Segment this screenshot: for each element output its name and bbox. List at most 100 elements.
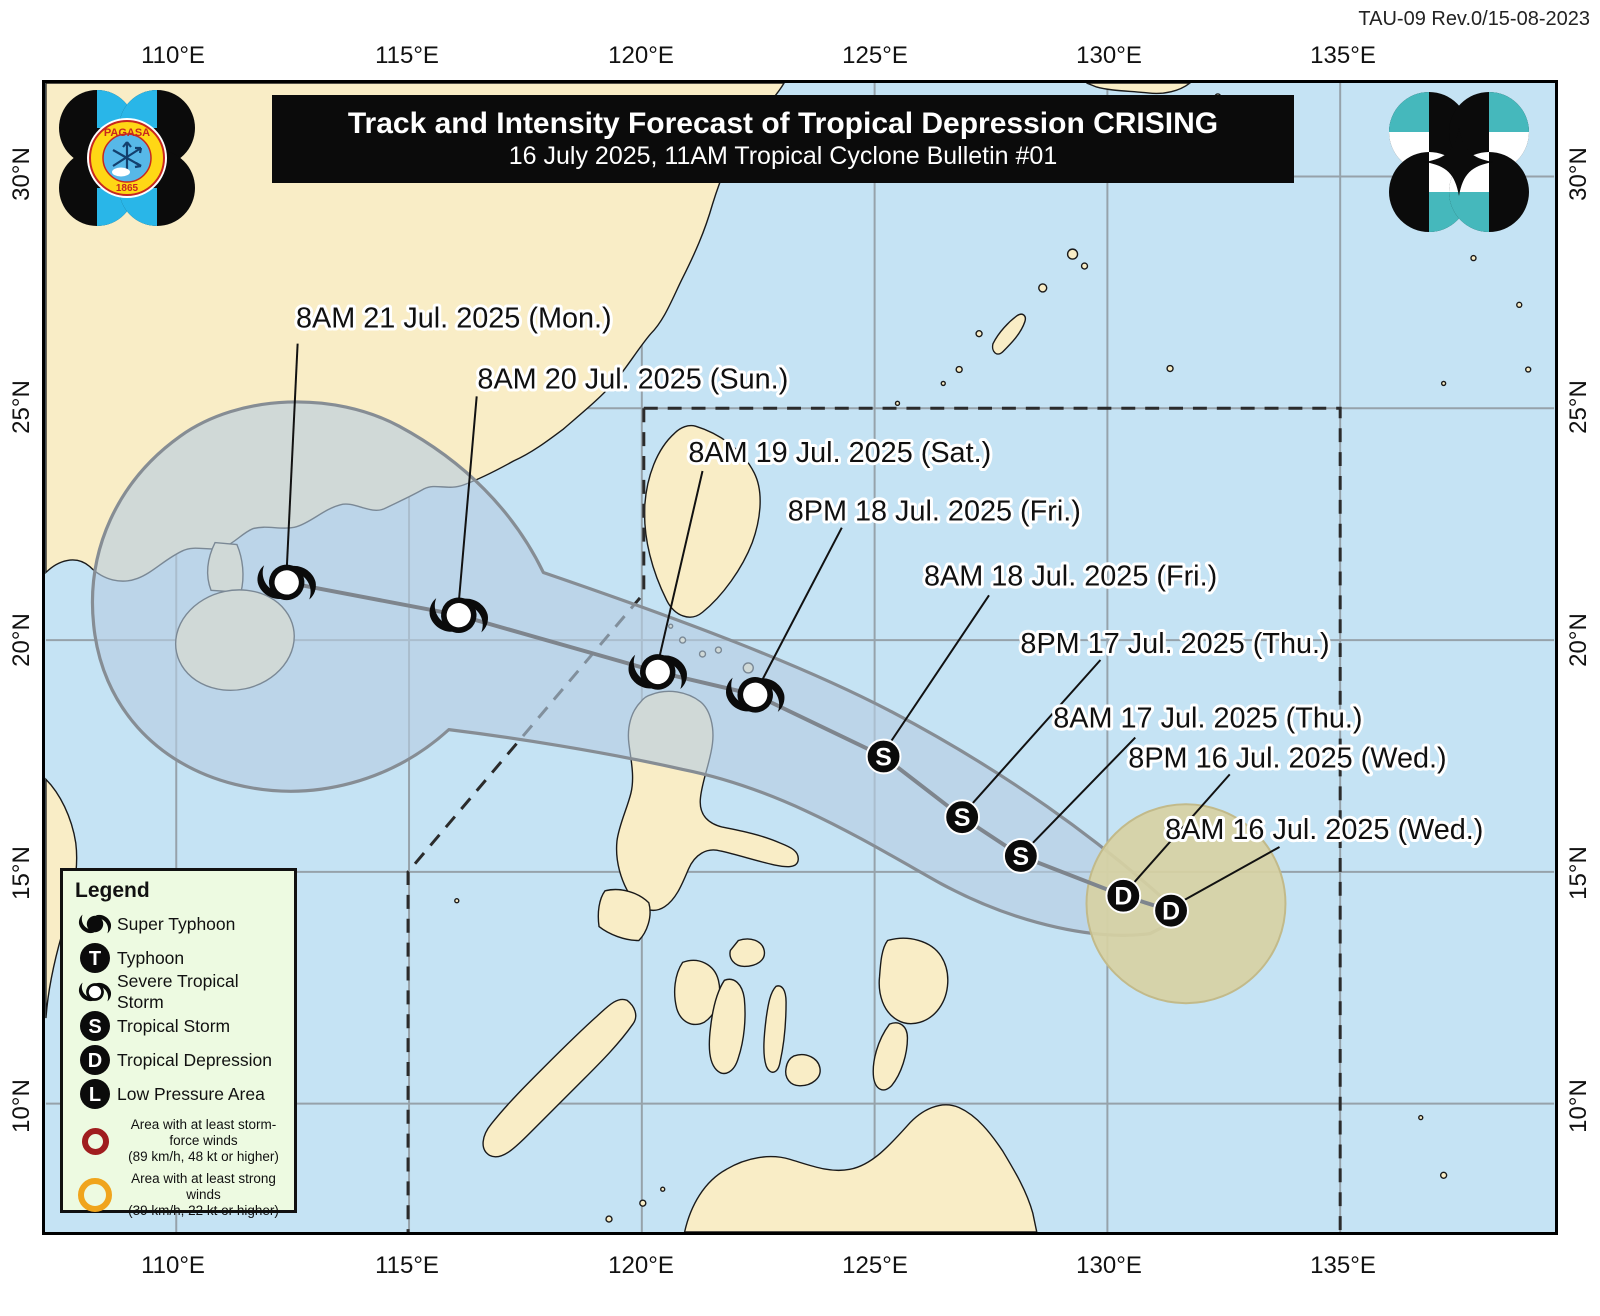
svg-text:D: D (1114, 883, 1132, 911)
date-label: 8AM 21 Jul. 2025 (Mon.) (296, 303, 612, 335)
revision-code: TAU-09 Rev.0/15-08-2023 (1358, 8, 1590, 30)
map-frame: 8AM 16 Jul. 2025 (Wed.) 8PM 16 Jul. 2025… (42, 80, 1558, 1235)
svg-text:S: S (1013, 843, 1030, 871)
masbate-island (729, 938, 766, 968)
wind-text-line2: (39 km/h, 22 kt or higher) (128, 1203, 279, 1218)
legend-row-super-typhoon: Super Typhoon (73, 907, 290, 941)
forecast-cone (90, 400, 1185, 937)
lon-label-bottom: 130°E (1076, 1252, 1142, 1279)
lon-label-top: 130°E (1076, 42, 1142, 69)
date-label: 8AM 19 Jul. 2025 (Sat.) (688, 437, 991, 469)
legend-row-storm-force-winds: Area with at least storm-force winds (89… (73, 1117, 290, 1165)
wind-text-line1: Area with at least storm-force winds (130, 1117, 277, 1148)
super-typhoon-icon (73, 906, 117, 942)
legend-row-severe-tropical-storm: Severe Tropical Storm (73, 971, 290, 1012)
lat-label-left: 10°N (8, 1079, 35, 1133)
okinawa-island (991, 313, 1026, 355)
legend-label: Tropical Depression (117, 1049, 272, 1070)
title-bar: Track and Intensity Forecast of Tropical… (272, 95, 1294, 183)
strong-winds-ring-icon (73, 1178, 117, 1212)
dost-logo (1389, 92, 1529, 232)
panay-island (673, 959, 721, 1026)
lon-label-top: 135°E (1310, 42, 1376, 69)
pagasa-arrows (112, 141, 143, 174)
date-label: 8PM 18 Jul. 2025 (Fri.) (788, 496, 1081, 528)
lon-label-bottom: 135°E (1310, 1252, 1376, 1279)
negros-island (708, 978, 746, 1074)
leyte-island (872, 1022, 909, 1091)
legend-label: Low Pressure Area (117, 1083, 265, 1104)
lat-label-right: 20°N (1565, 613, 1592, 667)
forecast-map: 8AM 16 Jul. 2025 (Wed.) 8PM 16 Jul. 2025… (45, 82, 1555, 1233)
legend-row-tropical-storm: S Tropical Storm (73, 1009, 290, 1043)
lat-label-right: 30°N (1565, 147, 1592, 201)
lat-label-right: 25°N (1565, 380, 1592, 434)
date-label: 8PM 17 Jul. 2025 (Thu.) (1020, 628, 1329, 660)
lat-label-right: 10°N (1565, 1079, 1592, 1133)
svg-text:D: D (88, 1050, 102, 1072)
lon-label-top: 120°E (608, 42, 674, 69)
svg-text:D: D (1162, 898, 1180, 926)
svg-text:S: S (954, 804, 971, 832)
dost-star (1425, 128, 1493, 196)
wind-text-line2: (89 km/h, 48 kt or higher) (128, 1149, 279, 1164)
lon-label-top: 115°E (375, 42, 439, 69)
wind-text-line1: Area with at least strong winds (131, 1171, 276, 1202)
tropical-storm-icon: S (73, 1010, 117, 1042)
svg-text:S: S (88, 1016, 101, 1038)
palawan-island (482, 998, 637, 1158)
low-pressure-area-icon: L (73, 1078, 117, 1110)
mindanao-island (683, 1104, 1038, 1233)
date-label: 8AM 20 Jul. 2025 (Sun.) (477, 363, 788, 395)
tropical-depression-marker-icon: D (1105, 877, 1142, 914)
pagasa-name-text: PAGASA (104, 127, 150, 139)
severe-tropical-storm-icon (73, 974, 117, 1010)
legend-box: Legend Super Typhoon T Typhoon (60, 868, 297, 1218)
typhoon-icon: T (73, 942, 117, 974)
lat-label-left: 30°N (8, 147, 35, 201)
bulletin-subtitle: 16 July 2025, 11AM Tropical Cyclone Bull… (508, 142, 1058, 170)
svg-text:L: L (89, 1084, 101, 1106)
kyushu-coast-fragment (1086, 82, 1192, 95)
taiwan-island (643, 424, 761, 618)
legend-label: Tropical Storm (117, 1015, 231, 1036)
dost-circles (1389, 92, 1529, 232)
severe-tropical-storm-marker-icon (252, 555, 321, 610)
lat-label-left: 20°N (8, 613, 35, 667)
lon-label-top: 110°E (141, 42, 205, 69)
date-label: 8PM 16 Jul. 2025 (Wed.) (1128, 742, 1446, 774)
date-label: 8AM 17 Jul. 2025 (Thu.) (1053, 703, 1362, 735)
legend-label: Severe Tropical Storm (117, 971, 239, 1012)
legend-row-typhoon: T Typhoon (73, 941, 290, 975)
lat-label-left: 15°N (8, 846, 35, 900)
legend-label: Typhoon (117, 947, 185, 968)
lat-label-left: 25°N (8, 380, 35, 434)
lon-label-bottom: 120°E (608, 1252, 674, 1279)
lon-label-bottom: 115°E (375, 1252, 439, 1279)
label-leader-lines (285, 343, 1280, 902)
lon-label-bottom: 110°E (141, 1252, 205, 1279)
bohol-island (784, 1054, 821, 1087)
severe-tropical-storm-marker-icon (623, 644, 692, 700)
forecast-date-labels: 8AM 16 Jul. 2025 (Wed.) 8PM 16 Jul. 2025… (293, 300, 1486, 849)
samar-island (878, 937, 949, 1025)
storm-force-winds-ring-icon (73, 1127, 117, 1155)
lon-label-top: 125°E (842, 42, 908, 69)
date-label: 8AM 16 Jul. 2025 (Wed.) (1165, 814, 1483, 846)
tropical-storm-marker-icon: S (1002, 838, 1039, 874)
tropical-depression-marker-icon: D (1153, 892, 1189, 929)
legend-row-tropical-depression: D Tropical Depression (73, 1043, 290, 1077)
legend-row-strong-winds: Area with at least strong winds (39 km/h… (73, 1171, 290, 1219)
cebu-island (763, 985, 787, 1073)
track-markers: D D S S S (252, 555, 1189, 929)
pagasa-year-text: 1865 (116, 183, 139, 194)
severe-tropical-storm-marker-icon (424, 587, 493, 643)
legend-row-low-pressure-area: L Low Pressure Area (73, 1077, 290, 1111)
lat-label-right: 15°N (1565, 846, 1592, 900)
tropical-depression-icon: D (73, 1044, 117, 1076)
tropical-storm-marker-icon: S (865, 738, 902, 775)
legend-wind-text: Area with at least storm-force winds (89… (117, 1117, 290, 1165)
pagasa-cloud (112, 167, 130, 177)
legend-header: Legend (75, 879, 150, 902)
